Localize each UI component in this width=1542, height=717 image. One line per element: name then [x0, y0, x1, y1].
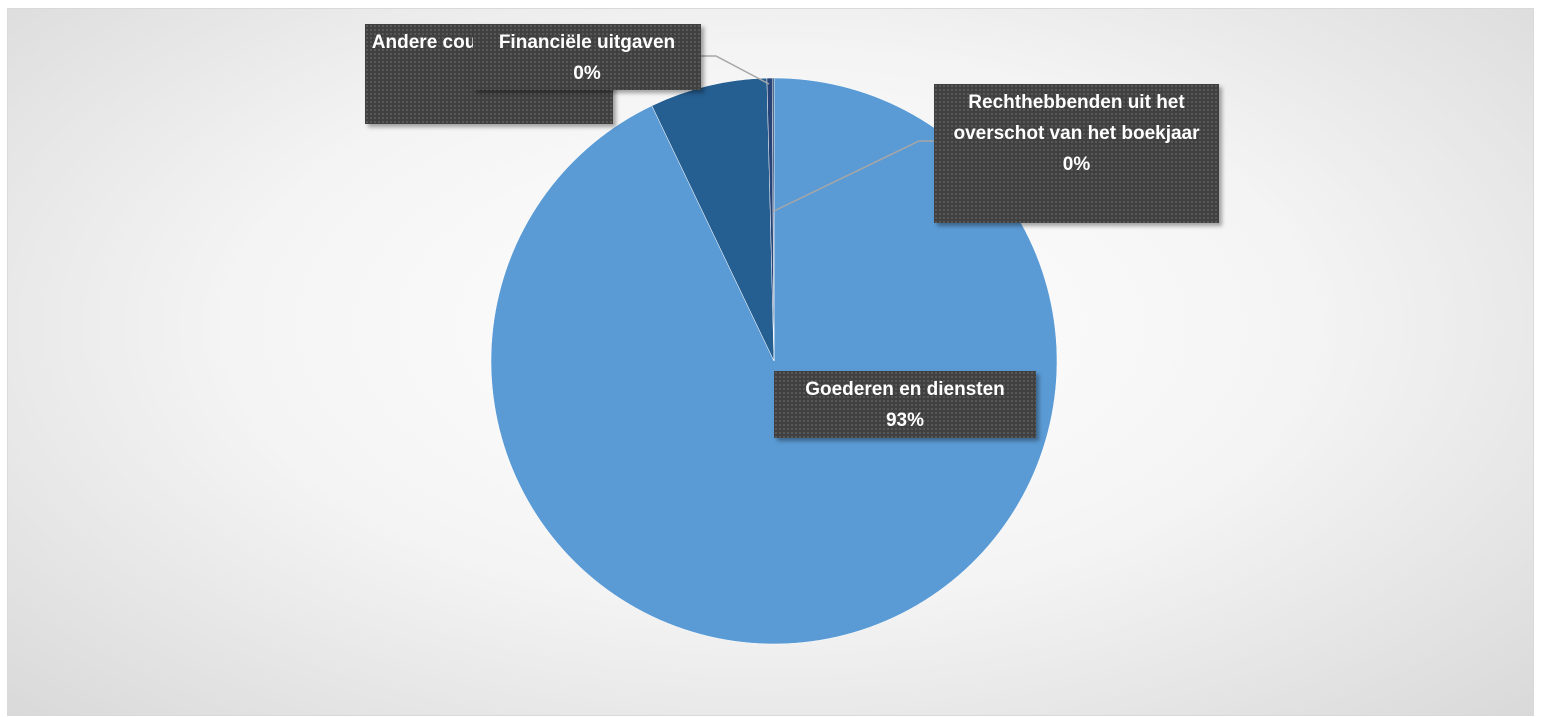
pie-chart	[490, 55, 1058, 645]
label-value: 0%	[1062, 154, 1091, 175]
pie-slice	[651, 77, 775, 362]
label-value: 93%	[885, 410, 925, 431]
label-name: Goederen en diensten	[805, 379, 1005, 400]
label-name: Rechthebbenden uit het overschot van het…	[953, 92, 1200, 144]
leader-line	[701, 55, 770, 85]
pie-slice	[771, 77, 775, 362]
label-name: Financiële uitgaven	[498, 32, 676, 53]
leader-line	[773, 140, 934, 212]
data-label: Rechthebbenden uit het overschot van het…	[934, 84, 1219, 223]
data-label: Financiële uitgaven 0%	[473, 24, 701, 90]
data-label: Goederen en diensten 93%	[774, 371, 1036, 438]
label-value: 0%	[573, 63, 601, 84]
